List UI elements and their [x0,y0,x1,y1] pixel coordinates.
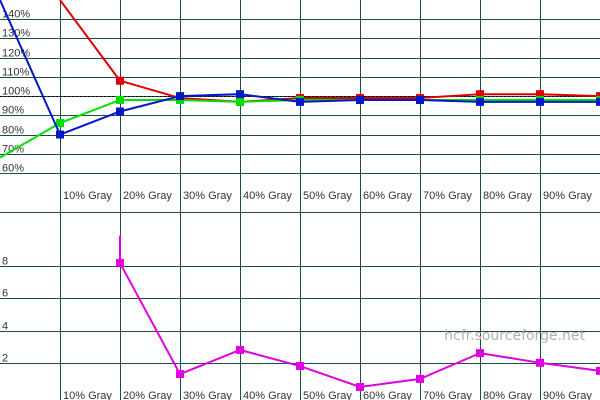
x-category-label: 10% Gray [63,190,112,202]
y-tick-label: 100% [2,86,30,98]
y-tick-label: 60% [2,163,24,175]
data-point [116,107,124,116]
x-category-label: 20% Gray [123,190,172,202]
data-point [356,382,364,391]
series-line [119,235,600,388]
x-category-label: 70% Gray [423,390,472,400]
y-tick-label: 90% [2,105,24,117]
x-category-label: 10% Gray [63,390,112,400]
x-category-label: 50% Gray [303,390,352,400]
data-point [476,90,484,99]
y-tick-label: 80% [2,125,24,137]
data-point [296,97,304,106]
x-category-label: 60% Gray [363,190,412,202]
data-point [236,97,244,106]
data-point [116,95,124,104]
x-category-label: 30% Gray [183,390,232,400]
x-category-label: 80% Gray [483,390,532,400]
data-point [596,366,600,375]
series-line [59,0,600,103]
watermark: hcfr.sourceforge.net [444,328,585,344]
data-point [236,90,244,99]
data-point [116,76,124,85]
x-category-label: 90% Gray [543,190,592,202]
y-tick-label: 8 [2,256,8,268]
x-category-label: 50% Gray [303,190,352,202]
y-tick-label: 140% [2,9,30,21]
data-point [176,92,184,101]
y-tick-label: 110% [2,67,30,79]
delta-e-panel: 2 4 6 8 10% Gray 20% Gray 30% Gray 40% Gray 50% … [0,212,600,400]
data-point [476,97,484,106]
rgb-levels-panel: 60%70%80%90%100%110%120%130%140%10% Gray… [0,0,600,212]
data-point [596,97,600,106]
data-point [56,130,64,139]
x-category-label: 70% Gray [423,190,472,202]
data-point [356,95,364,104]
data-point [476,349,484,358]
x-category-label: 40% Gray [243,190,292,202]
data-point [416,95,424,104]
data-point [56,119,64,128]
y-tick-label: 6 [2,288,8,300]
y-tick-label: 130% [2,28,30,40]
x-category-label: 80% Gray [483,190,532,202]
data-point [116,258,124,267]
data-point [236,345,244,354]
data-point [536,358,544,367]
data-point [536,90,544,99]
x-category-label: 20% Gray [123,390,172,400]
y-tick-label: 4 [2,321,8,333]
x-category-label: 60% Gray [363,390,412,400]
data-point [536,97,544,106]
x-category-label: 30% Gray [183,190,232,202]
x-category-label: 90% Gray [543,390,592,400]
data-point [296,362,304,371]
x-category-label: 40% Gray [243,390,292,400]
data-point [416,374,424,383]
y-tick-label: 2 [2,353,8,365]
data-point [176,370,184,379]
